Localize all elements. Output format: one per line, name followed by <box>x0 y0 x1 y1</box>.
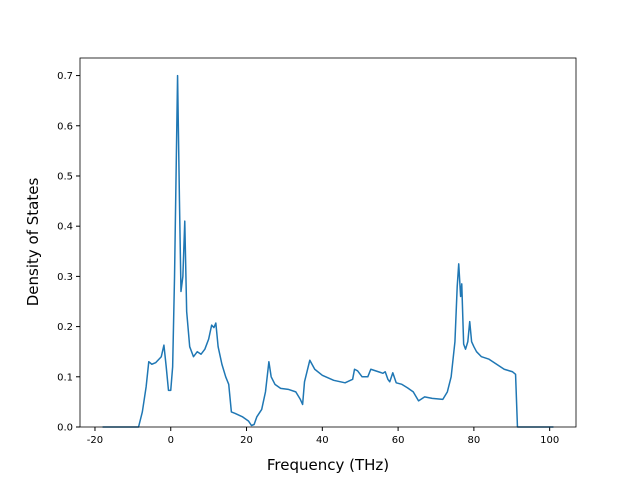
x-tick-label: -20 <box>87 435 103 446</box>
y-axis-label: Density of States <box>24 178 42 307</box>
y-tick-label: 0.4 <box>57 222 73 233</box>
y-tick-label: 0.6 <box>57 121 73 132</box>
y-tick-label: 0.0 <box>57 423 73 434</box>
y-tick-label: 0.2 <box>57 322 73 333</box>
x-tick-label: 80 <box>468 435 481 446</box>
data-line <box>102 74 554 428</box>
x-tick-label: 40 <box>316 435 329 446</box>
plot-frame <box>79 57 577 428</box>
x-axis-label: Frequency (THz) <box>267 456 389 474</box>
y-tick-label: 0.3 <box>57 272 73 283</box>
y-tick-label: 0.5 <box>57 171 73 182</box>
y-tick-label: 0.7 <box>57 71 73 82</box>
y-tick-label: 0.1 <box>57 372 73 383</box>
x-tick-label: 20 <box>240 435 253 446</box>
x-tick-label: 60 <box>392 435 405 446</box>
x-tick-label: 100 <box>540 435 559 446</box>
x-tick-label: 0 <box>168 435 174 446</box>
